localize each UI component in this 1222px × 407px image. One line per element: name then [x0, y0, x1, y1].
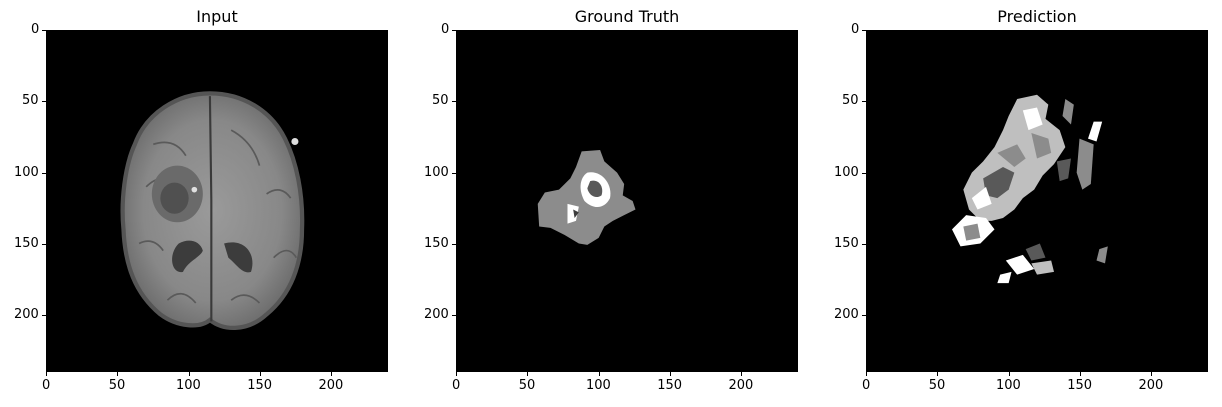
y-tick-label: 200	[834, 307, 859, 322]
y-tick-label: 100	[424, 164, 449, 180]
x-tick-mark	[741, 372, 742, 376]
y-tick-mark	[452, 243, 456, 245]
y-tick-label: 150	[834, 235, 859, 251]
y-tick-mark	[452, 315, 456, 316]
y-tick-mark	[452, 172, 456, 174]
image-axes-ground-truth	[456, 30, 798, 372]
x-tick-mark	[1008, 372, 1010, 376]
x-tick-mark	[331, 372, 332, 376]
panel-ground-truth: Ground Truth	[410, 0, 810, 407]
y-tick-mark	[42, 243, 46, 245]
prediction-mask	[867, 31, 1207, 371]
x-tick-mark	[598, 372, 600, 376]
y-tick-mark	[452, 30, 456, 31]
x-tick-label: 50	[108, 378, 126, 393]
y-tick-mark	[42, 101, 46, 103]
y-tick-mark	[862, 172, 866, 174]
x-tick-mark	[1151, 372, 1152, 376]
y-tick-mark	[42, 172, 46, 174]
y-tick-mark	[862, 101, 866, 103]
y-tick-label: 50	[22, 93, 39, 109]
image-axes-prediction	[866, 30, 1208, 372]
y-tick-label: 0	[441, 22, 450, 37]
x-tick-mark	[259, 372, 261, 376]
y-tick-label: 100	[834, 164, 859, 180]
x-tick-mark	[46, 372, 47, 376]
panel-prediction: Prediction	[820, 0, 1220, 407]
x-tick-mark	[669, 372, 671, 376]
x-tick-mark	[1079, 372, 1081, 376]
x-tick-label: 0	[452, 378, 461, 393]
y-tick-label: 0	[31, 22, 40, 37]
ground-truth-mask	[457, 31, 797, 371]
x-tick-label: 50	[928, 378, 946, 393]
y-tick-mark	[862, 315, 866, 316]
y-tick-label: 150	[14, 235, 39, 251]
x-tick-label: 150	[657, 378, 683, 393]
y-tick-label: 0	[851, 22, 860, 37]
x-tick-label: 50	[518, 378, 536, 393]
panel-title-ground-truth: Ground Truth	[574, 7, 680, 26]
y-tick-mark	[42, 315, 46, 316]
x-tick-label: 100	[996, 378, 1021, 393]
panel-input: Input	[0, 0, 400, 407]
y-tick-label: 200	[14, 307, 39, 322]
y-tick-label: 50	[432, 93, 449, 109]
x-tick-label: 200	[318, 378, 344, 393]
x-tick-label: 150	[1067, 378, 1093, 393]
y-tick-label: 100	[14, 164, 39, 180]
x-tick-label: 0	[42, 378, 51, 393]
panel-title-input: Input	[196, 7, 238, 26]
x-tick-label: 0	[862, 378, 871, 393]
mri-image	[47, 31, 387, 371]
y-tick-label: 200	[424, 307, 449, 322]
y-tick-mark	[862, 243, 866, 245]
y-tick-label: 50	[842, 93, 859, 109]
x-tick-label: 200	[728, 378, 754, 393]
panel-title-prediction: Prediction	[997, 7, 1077, 26]
x-tick-label: 200	[1138, 378, 1164, 393]
x-tick-mark	[188, 372, 190, 376]
x-tick-mark	[937, 372, 939, 376]
x-tick-label: 150	[247, 378, 273, 393]
x-tick-mark	[456, 372, 457, 376]
x-tick-label: 100	[176, 378, 201, 393]
x-tick-mark	[117, 372, 119, 376]
x-tick-mark	[527, 372, 529, 376]
x-tick-label: 100	[586, 378, 611, 393]
y-tick-label: 150	[424, 235, 449, 251]
x-tick-mark	[866, 372, 867, 376]
y-tick-mark	[452, 101, 456, 103]
image-axes-input	[46, 30, 388, 372]
y-tick-mark	[42, 30, 46, 31]
y-tick-mark	[862, 30, 866, 31]
